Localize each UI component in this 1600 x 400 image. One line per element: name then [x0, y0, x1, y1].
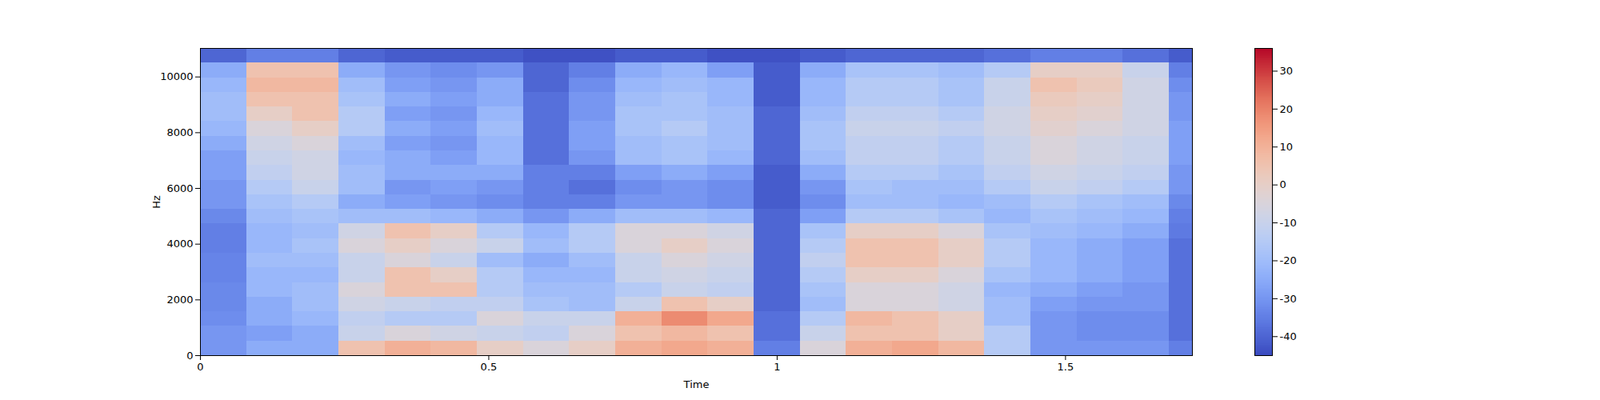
svg-text:0.5: 0.5: [480, 360, 498, 373]
svg-text:30: 30: [1280, 64, 1294, 77]
svg-text:4000: 4000: [166, 237, 193, 250]
svg-text:-10: -10: [1280, 216, 1297, 229]
svg-text:6000: 6000: [166, 182, 193, 195]
svg-text:Hz: Hz: [150, 195, 163, 209]
svg-text:0: 0: [186, 349, 193, 362]
svg-text:8000: 8000: [166, 126, 193, 139]
svg-text:1.5: 1.5: [1057, 360, 1075, 373]
svg-text:10000: 10000: [160, 70, 193, 83]
svg-text:20: 20: [1280, 103, 1294, 116]
svg-text:0: 0: [1280, 178, 1287, 191]
svg-text:1: 1: [773, 360, 780, 373]
svg-text:-40: -40: [1280, 330, 1297, 343]
svg-text:-30: -30: [1280, 292, 1297, 305]
svg-text:10: 10: [1280, 140, 1294, 153]
svg-text:2000: 2000: [166, 293, 193, 306]
svg-text:0: 0: [196, 360, 204, 373]
svg-text:Time: Time: [683, 378, 710, 391]
svg-text:-20: -20: [1280, 254, 1297, 267]
